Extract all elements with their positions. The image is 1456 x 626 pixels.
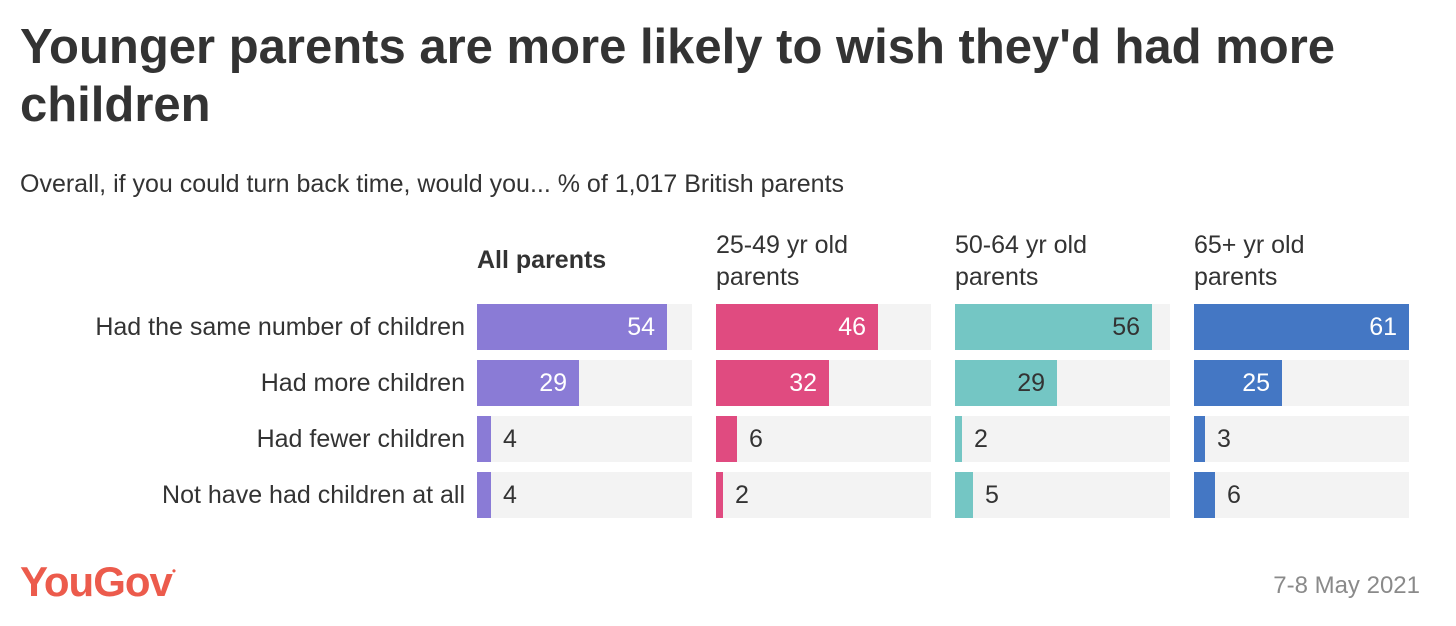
bar-track: 6: [1194, 472, 1409, 518]
bar-track: 56: [955, 304, 1170, 350]
bar: [1194, 416, 1205, 462]
data-label: 29: [1017, 369, 1045, 397]
bar-track: 2: [716, 472, 931, 518]
panel-header-4: 65+ yr old parents: [1194, 229, 1409, 293]
data-label: 25: [1242, 369, 1270, 397]
panel-header-line: 50-64 yr old: [955, 231, 1088, 259]
panel-header-line: All parents: [477, 246, 607, 274]
bar: [1194, 304, 1409, 350]
panel-header-line: 65+ yr old: [1194, 231, 1305, 259]
data-label: 32: [789, 369, 817, 397]
bar: [716, 472, 723, 518]
data-label: 6: [749, 425, 763, 453]
bar-track: 32: [716, 360, 931, 406]
logo-text: YouGov: [20, 558, 173, 605]
bar: [955, 304, 1152, 350]
bar-track: 54: [477, 304, 692, 350]
data-label: 6: [1227, 481, 1241, 509]
bar: [955, 416, 962, 462]
bar: [477, 360, 579, 406]
data-label: 46: [838, 313, 866, 341]
data-label: 29: [539, 369, 567, 397]
row-label: Not have had children at all: [162, 481, 465, 509]
chart-subtitle: Overall, if you could turn back time, wo…: [20, 170, 845, 198]
bar-track: 29: [955, 360, 1170, 406]
bar-track: 6: [716, 416, 931, 462]
bar: [477, 472, 491, 518]
bar-track: 29: [477, 360, 692, 406]
panel-header-3: 50-64 yr old parents: [955, 229, 1170, 293]
panel-header-line: parents: [716, 263, 800, 291]
bar-track: 4: [477, 416, 692, 462]
data-label: 3: [1217, 425, 1231, 453]
panel-header-2: 25-49 yr old parents: [716, 229, 931, 293]
panel-header-1: All parents: [477, 244, 692, 276]
data-label: 56: [1112, 313, 1140, 341]
bar-track: 4: [477, 472, 692, 518]
data-label: 4: [503, 481, 517, 509]
yougov-logo: YouGov•: [20, 558, 176, 605]
data-label: 4: [503, 425, 517, 453]
panel-header-line: parents: [1194, 263, 1278, 291]
bar-track: 61: [1194, 304, 1409, 350]
bar: [955, 360, 1057, 406]
survey-date: 7-8 May 2021: [1273, 572, 1420, 599]
row-label: Had the same number of children: [95, 313, 465, 341]
data-label: 61: [1369, 313, 1397, 341]
panel-header-line: 25-49 yr old: [716, 231, 849, 259]
data-label: 54: [627, 313, 655, 341]
chart-title: Younger parents are more likely to wish …: [20, 20, 1336, 132]
bar: [716, 416, 737, 462]
bar: [955, 472, 973, 518]
row-label: Had more children: [260, 369, 465, 397]
bar-track: 25: [1194, 360, 1409, 406]
data-label: 5: [985, 481, 999, 509]
bar: [477, 416, 491, 462]
bar: [1194, 360, 1282, 406]
bar: [716, 304, 878, 350]
bar-track: 3: [1194, 416, 1409, 462]
bar: [1194, 472, 1215, 518]
bar: [477, 304, 667, 350]
row-label: Had fewer children: [256, 425, 465, 453]
panel-header-line: parents: [955, 263, 1039, 291]
bar-track: 46: [716, 304, 931, 350]
data-label: 2: [974, 425, 988, 453]
bar-track: 2: [955, 416, 1170, 462]
data-label: 2: [735, 481, 749, 509]
bar: [716, 360, 829, 406]
bar-track: 5: [955, 472, 1170, 518]
